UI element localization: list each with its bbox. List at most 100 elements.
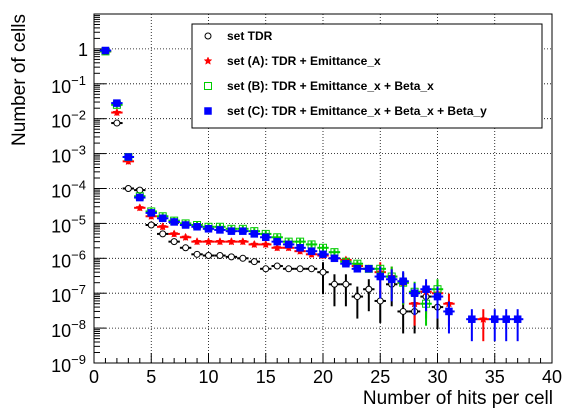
legend-label-2: set (B): TDR + Emittance_x + Beta_x: [227, 79, 434, 93]
y-tick-label: 10−2: [51, 108, 86, 132]
data-point: [353, 265, 362, 273]
legend-marker-1: [203, 56, 213, 65]
data-point: [342, 280, 350, 288]
data-point: [182, 244, 190, 252]
x-tick-label: 15: [256, 367, 276, 387]
data-point: [410, 289, 419, 297]
legend-label-1: set (A): TDR + Emittance_x: [227, 54, 381, 68]
data-point: [170, 218, 178, 226]
legend-marker-3: [204, 107, 212, 115]
data-point: [113, 119, 121, 127]
x-tick-label: 30: [427, 367, 447, 387]
y-tick-label: 10−1: [51, 73, 86, 97]
data-point: [250, 258, 258, 266]
data-point: [342, 259, 350, 268]
y-tick-label: 10−7: [51, 282, 86, 306]
legend-box: [191, 23, 543, 129]
y-tick-label: 10−9: [51, 352, 86, 376]
data-point: [113, 99, 121, 107]
data-point: [478, 314, 488, 323]
y-tick-label: 10−8: [51, 317, 86, 341]
x-tick-labels: 0 5 10 15 20 25 30 35 40: [89, 367, 562, 387]
data-point: [365, 285, 373, 293]
x-tick-label: 0: [89, 367, 99, 387]
data-point: [445, 307, 453, 316]
data-point: [227, 227, 236, 235]
data-point: [159, 230, 167, 238]
data-point: [468, 315, 476, 323]
data-point: [227, 253, 235, 261]
data-point: [226, 237, 236, 246]
data-point: [308, 265, 316, 273]
data-point: [296, 244, 304, 252]
data-point: [376, 297, 384, 305]
x-tick-label: 40: [542, 367, 562, 387]
data-point: [250, 230, 259, 238]
data-point: [272, 243, 282, 252]
x-tick-label: 20: [313, 367, 333, 387]
data-point: [422, 285, 430, 293]
data-point: [284, 240, 293, 249]
data-point: [285, 265, 293, 273]
data-point: [135, 203, 145, 212]
data-point: [215, 237, 225, 246]
y-tick-label: 10−5: [51, 212, 86, 236]
data-point: [147, 221, 155, 229]
legend-marker-0: [204, 32, 212, 40]
data-point: [433, 292, 442, 301]
data-point: [330, 254, 339, 263]
data-point: [158, 222, 168, 231]
data-point: [387, 275, 396, 284]
axis-ticks: [93, 15, 553, 364]
x-tick-label: 25: [370, 367, 390, 387]
data-point: [170, 238, 178, 246]
data-point: [502, 315, 510, 323]
data-point: [147, 209, 155, 217]
data-point: [249, 239, 259, 249]
legend-marker-2: [204, 82, 212, 90]
data-point: [158, 214, 167, 223]
data-point: [273, 262, 281, 270]
y-tick-label: 10−4: [51, 178, 86, 202]
data-point: [261, 239, 271, 249]
data-point: [124, 153, 133, 161]
data-point: [238, 237, 248, 246]
data-point: [181, 221, 190, 229]
x-tick-label: 5: [146, 367, 156, 387]
data-point: [365, 265, 373, 273]
y-tick-label: 10−3: [51, 143, 86, 167]
data-point: [399, 307, 407, 315]
data-point: [181, 232, 191, 242]
data-point: [376, 272, 384, 281]
data-point: [330, 280, 338, 288]
y-tick-labels: 1 10−1 10−2 10−3 10−4 10−5 10−6 10−7 10−8 10−9: [51, 40, 88, 376]
data-point: [101, 46, 110, 55]
x-tick-label: 10: [198, 367, 218, 387]
data-point: [296, 265, 304, 273]
data-point: [112, 107, 122, 117]
data-point: [169, 229, 179, 238]
legend-label-3: set (C): TDR + Emittance_x + Beta_x + Be…: [227, 104, 487, 118]
data-point: [193, 250, 201, 258]
data-point: [136, 193, 144, 202]
data-point: [262, 265, 270, 273]
data-point: [273, 237, 281, 246]
data-point: [262, 233, 270, 242]
y-axis-title: Number of cells: [9, 14, 30, 146]
y-tick-label: 1: [78, 40, 88, 60]
data-point: [399, 277, 407, 285]
data-point: [192, 237, 202, 246]
data-point: [491, 315, 499, 323]
data-point: [193, 223, 201, 231]
data-point: [353, 293, 361, 301]
data-point: [205, 252, 212, 260]
x-axis-title: Number of hits per cell: [363, 388, 553, 409]
data-point: [319, 268, 327, 276]
data-point: [216, 226, 224, 234]
x-tick-label: 35: [485, 367, 505, 387]
data-point: [319, 250, 327, 259]
y-tick-label: 10−6: [51, 247, 86, 271]
data-point: [124, 185, 132, 192]
